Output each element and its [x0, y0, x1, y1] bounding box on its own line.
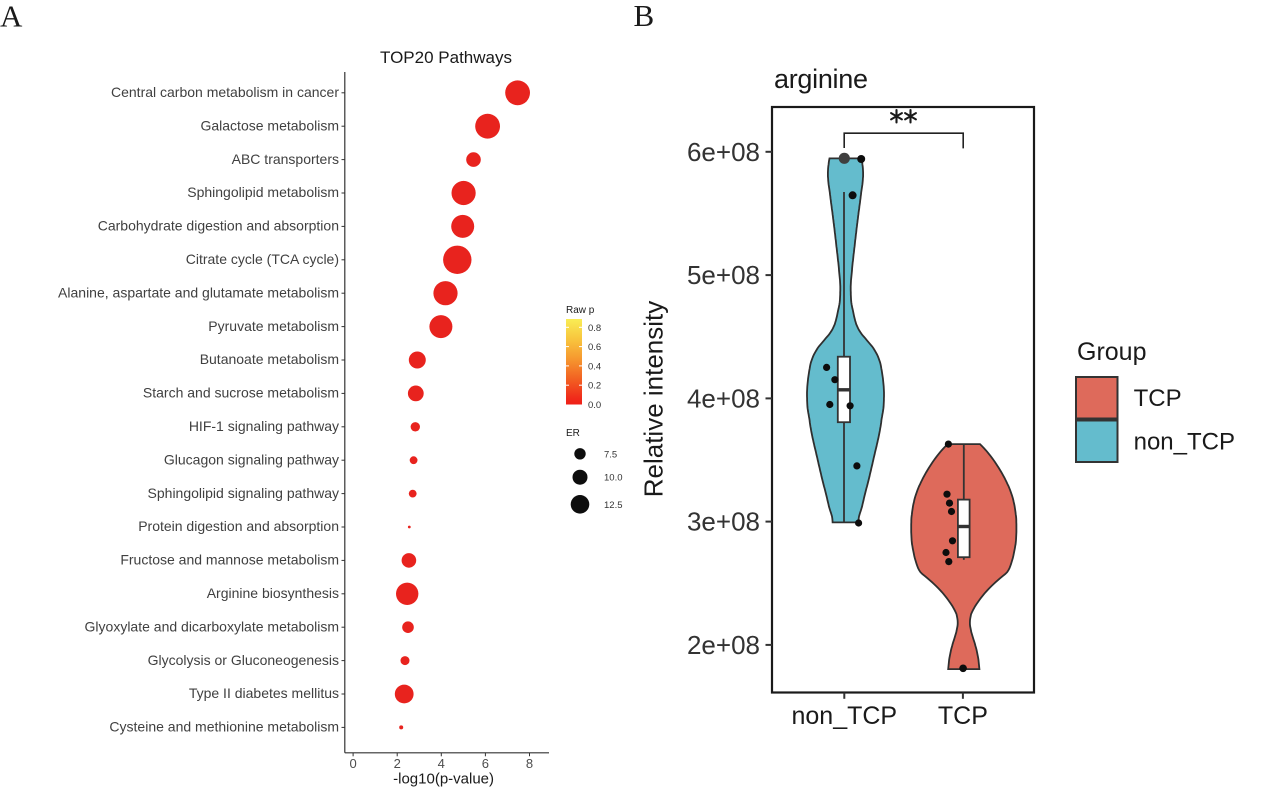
svg-text:0: 0 [349, 756, 356, 771]
svg-text:7.5: 7.5 [604, 449, 617, 460]
svg-text:ER: ER [566, 428, 580, 439]
svg-text:arginine: arginine [774, 64, 868, 94]
svg-text:6: 6 [482, 756, 489, 771]
svg-text:Citrate cycle (TCA cycle): Citrate cycle (TCA cycle) [186, 251, 339, 267]
svg-text:0.8: 0.8 [588, 323, 601, 334]
svg-text:Cysteine and methionine metabo: Cysteine and methionine metabolism [109, 719, 339, 735]
svg-text:5e+08: 5e+08 [687, 260, 760, 290]
svg-text:non_TCP: non_TCP [791, 702, 897, 730]
svg-text:12.5: 12.5 [604, 500, 623, 511]
svg-text:Raw p: Raw p [566, 305, 595, 316]
svg-text:Carbohydrate digestion and abs: Carbohydrate digestion and absorption [98, 218, 339, 234]
svg-text:Fructose and mannose metabolis: Fructose and mannose metabolism [120, 552, 339, 568]
svg-text:10.0: 10.0 [604, 473, 623, 484]
svg-text:Butanoate metabolism: Butanoate metabolism [200, 351, 339, 367]
svg-text:TCP: TCP [1134, 385, 1182, 412]
svg-text:Glucagon signaling pathway: Glucagon signaling pathway [164, 451, 339, 467]
svg-text:Sphingolipid signaling pathway: Sphingolipid signaling pathway [148, 485, 339, 501]
svg-text:TOP20 Pathways: TOP20 Pathways [380, 48, 512, 67]
svg-text:Alanine, aspartate and glutama: Alanine, aspartate and glutamate metabol… [58, 284, 339, 300]
svg-text:Starch and sucrose metabolism: Starch and sucrose metabolism [143, 385, 339, 401]
svg-text:0.0: 0.0 [588, 400, 601, 411]
svg-text:Central carbon metabolism in c: Central carbon metabolism in cancer [111, 84, 339, 100]
svg-text:Sphingolipid metabolism: Sphingolipid metabolism [187, 184, 339, 200]
svg-text:Glycolysis or Gluconeogenesis: Glycolysis or Gluconeogenesis [148, 652, 339, 668]
svg-text:0.6: 0.6 [588, 342, 601, 353]
svg-text:Protein digestion and absorpti: Protein digestion and absorption [138, 518, 339, 534]
svg-text:HIF-1 signaling pathway: HIF-1 signaling pathway [189, 418, 339, 434]
svg-text:8: 8 [526, 756, 533, 771]
svg-text:Pyruvate metabolism: Pyruvate metabolism [208, 318, 339, 334]
svg-text:Galactose metabolism: Galactose metabolism [200, 117, 339, 133]
svg-text:Relative intensity: Relative intensity [639, 301, 669, 498]
svg-text:B: B [634, 0, 655, 33]
svg-text:6e+08: 6e+08 [687, 137, 760, 167]
svg-text:Group: Group [1077, 338, 1146, 366]
svg-text:-log10(p-value): -log10(p-value) [393, 771, 494, 788]
svg-text:non_TCP: non_TCP [1134, 429, 1235, 456]
svg-text:0.2: 0.2 [588, 381, 601, 392]
svg-text:4e+08: 4e+08 [687, 383, 760, 413]
svg-text:2: 2 [394, 756, 401, 771]
svg-text:2e+08: 2e+08 [687, 630, 760, 660]
svg-text:Type II diabetes mellitus: Type II diabetes mellitus [189, 685, 339, 701]
svg-text:4: 4 [438, 756, 445, 771]
svg-text:3e+08: 3e+08 [687, 507, 760, 537]
svg-text:Arginine biosynthesis: Arginine biosynthesis [207, 585, 339, 601]
svg-text:TCP: TCP [938, 702, 988, 730]
svg-text:Glyoxylate and dicarboxylate m: Glyoxylate and dicarboxylate metabolism [85, 618, 339, 634]
svg-text:A: A [0, 0, 23, 34]
svg-text:0.4: 0.4 [588, 361, 601, 372]
svg-text:ABC transporters: ABC transporters [232, 151, 339, 167]
